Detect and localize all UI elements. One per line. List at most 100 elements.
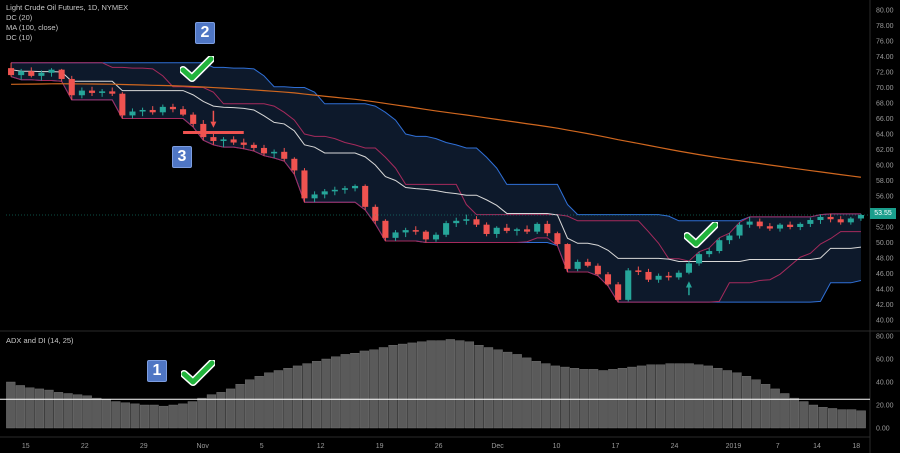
price-legend: Light Crude Oil Futures, 1D, NYMEX DC (2… — [6, 3, 128, 43]
candle-body — [159, 106, 166, 113]
adx-bar — [837, 409, 847, 429]
adx-bar — [254, 376, 264, 429]
price-tick-label: 74.00 — [876, 54, 894, 61]
candle-body — [321, 191, 328, 195]
candle-body — [432, 234, 440, 240]
candle-body — [696, 254, 703, 264]
adx-bar — [388, 345, 398, 429]
time-tick-label: Dec — [491, 443, 504, 450]
ma100-line — [11, 83, 862, 178]
time-tick-label: 17 — [612, 443, 620, 450]
adx-bar — [101, 399, 111, 429]
candle-body — [372, 206, 379, 221]
candle-body — [392, 232, 399, 238]
adx-bar — [283, 368, 293, 429]
candle-body — [736, 224, 743, 236]
adx-bar — [63, 393, 73, 429]
candle-body — [604, 274, 612, 285]
candle-body — [48, 69, 55, 73]
adx-bar — [321, 358, 331, 429]
adx-bar — [569, 368, 580, 429]
checkmark-icon — [180, 56, 214, 82]
adx-bar — [120, 402, 131, 429]
adx-bar — [417, 341, 427, 429]
candle-body — [382, 220, 389, 238]
adx-bar — [665, 363, 675, 429]
badge-3: 3 — [172, 146, 192, 168]
price-tick-label: 40.00 — [876, 318, 894, 325]
adx-bar — [139, 404, 150, 429]
adx-bar — [311, 361, 322, 429]
candle-body — [129, 111, 136, 116]
chart-title: Light Crude Oil Futures, 1D, NYMEX — [6, 3, 129, 12]
price-tick-label: 72.00 — [876, 70, 894, 77]
adx-bar — [694, 364, 704, 429]
price-tick-label: 48.00 — [876, 256, 894, 263]
adx-bar — [770, 388, 780, 429]
candle-body — [119, 93, 126, 116]
candle-body — [88, 90, 96, 93]
price-tick-label: 50.00 — [876, 240, 894, 247]
candle-body — [675, 272, 682, 278]
adx-bar — [617, 368, 627, 429]
adx-bar — [264, 372, 274, 429]
adx-bar — [780, 393, 790, 429]
price-tick-label: 62.00 — [876, 147, 894, 154]
adx-bar — [149, 404, 159, 429]
candle-body — [78, 90, 85, 96]
candle-body — [463, 219, 470, 221]
candle-body — [190, 114, 197, 124]
candle-body — [18, 71, 25, 76]
candle-body — [402, 230, 409, 233]
adx-bar — [847, 409, 857, 429]
candle-body — [827, 216, 834, 220]
time-tick-label: 29 — [140, 443, 148, 450]
candle-body — [847, 218, 854, 223]
candle-body — [776, 224, 784, 229]
adx-bar — [541, 363, 551, 429]
last-price-tag: 53.55 — [870, 208, 896, 219]
adx-bar — [789, 397, 799, 429]
adx-bar — [407, 342, 417, 429]
price-tick-label: 64.00 — [876, 132, 894, 139]
adx-bar — [235, 384, 245, 429]
adx-title: ADX and DI (14, 25) — [6, 336, 74, 345]
adx-bar — [369, 349, 379, 429]
candle-body — [250, 144, 257, 148]
adx-bar — [340, 354, 350, 429]
adx-bar — [579, 369, 589, 429]
price-tick-label: 58.00 — [876, 178, 894, 185]
candle-body — [28, 71, 35, 76]
adx-bar — [445, 339, 455, 429]
price-tick-label: 70.00 — [876, 85, 894, 92]
candle-body — [625, 270, 632, 300]
adx-tick-label: 80.00 — [876, 334, 894, 341]
time-tick-label: 26 — [435, 443, 443, 450]
time-tick-label: 2019 — [726, 443, 742, 450]
adx-bar — [627, 366, 637, 429]
adx-bar — [82, 395, 92, 429]
adx-bar — [818, 407, 828, 429]
candle-body — [139, 109, 146, 112]
candle-body — [706, 251, 713, 255]
price-tick-label: 66.00 — [876, 116, 894, 123]
adx-bar — [436, 340, 446, 429]
candle-body — [443, 223, 450, 235]
adx-bar — [560, 366, 570, 429]
adx-bar — [655, 364, 666, 429]
candle-body — [281, 151, 288, 159]
candle-body — [746, 221, 753, 225]
candle-body — [109, 91, 116, 94]
adx-bar — [703, 365, 713, 429]
time-tick-label: 14 — [813, 443, 821, 450]
price-tick-label: 46.00 — [876, 271, 894, 278]
candle-body — [331, 189, 338, 192]
adx-bar — [713, 368, 723, 429]
candle-body — [220, 139, 227, 141]
candle-body — [635, 270, 642, 272]
candle-body — [716, 240, 723, 252]
time-tick-label: 12 — [317, 443, 325, 450]
price-tick-label: 42.00 — [876, 302, 894, 309]
legend-ma100: MA (100, close) — [6, 23, 59, 32]
